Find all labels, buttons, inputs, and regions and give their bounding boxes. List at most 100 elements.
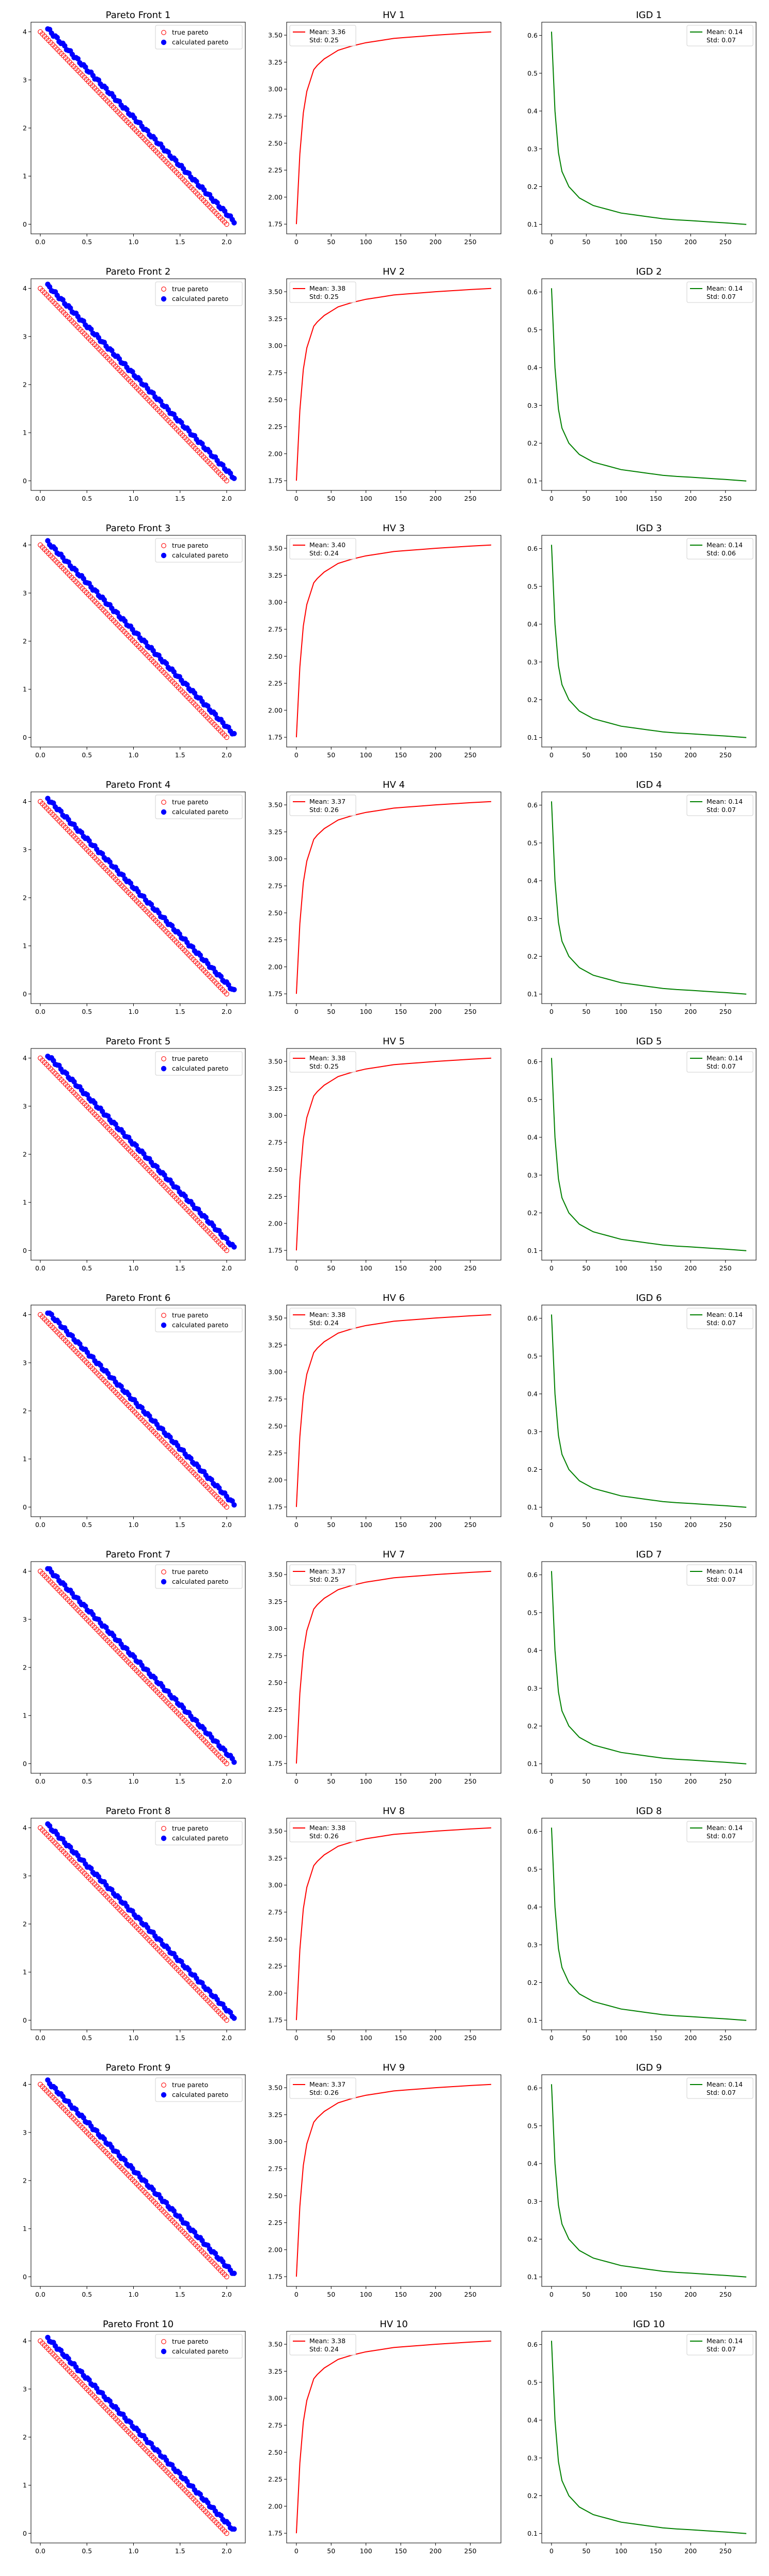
pareto-xtick-label: 1.5 — [175, 1521, 185, 1529]
hv-frame — [286, 1818, 501, 2030]
calculated-pareto-point — [162, 1172, 167, 1178]
igd-ytick-label: 0.2 — [527, 696, 538, 704]
igd-ytick-label: 0.4 — [527, 1390, 538, 1398]
igd-ytick-label: 0.5 — [527, 839, 538, 847]
calculated-pareto-point — [103, 85, 109, 91]
hv-mean-label: Mean: 3.38 — [309, 1311, 346, 1318]
igd-xtick-label: 0 — [550, 1264, 554, 1272]
pareto-ytick-label: 2 — [23, 1664, 27, 1672]
hv-xtick-label: 200 — [429, 1521, 442, 1529]
hv-ytick-label: 3.00 — [268, 855, 283, 863]
calculated-pareto-point — [205, 703, 211, 709]
pareto-ytick-label: 1 — [23, 2482, 27, 2489]
legend-box — [289, 794, 356, 816]
legend-calc-label: calculated pareto — [172, 38, 228, 46]
igd-xtick-label: 150 — [650, 1264, 662, 1272]
hv-xtick-label: 150 — [395, 2291, 407, 2298]
igd-ytick-label: 0.2 — [527, 2235, 538, 2243]
igd-xtick-label: 100 — [615, 2547, 627, 2555]
igd-std-label: Std: 0.07 — [707, 2089, 736, 2096]
true-pareto-point — [224, 1761, 229, 1767]
igd-chart: IGD 9 0 50 100 150 200 250 0.1 0.2 0.3 0.4 0.5 0.6 Me… — [527, 2062, 757, 2298]
igd-ytick-label: 0.5 — [527, 2122, 538, 2129]
calculated-pareto-point — [203, 1214, 209, 1220]
hv-ytick-label: 3.00 — [268, 85, 283, 93]
calculated-pareto-point — [158, 1937, 164, 1943]
calculated-pareto-point — [52, 2085, 58, 2091]
igd-ytick-label: 0.3 — [527, 1428, 538, 1436]
hv-ytick-label: 2.75 — [268, 2421, 283, 2429]
calculated-pareto-point — [107, 859, 113, 865]
hv-xtick-label: 150 — [395, 1777, 407, 1785]
pareto-legend: true pareto calculated pareto — [155, 2334, 243, 2359]
hv-ytick-label: 2.50 — [268, 653, 283, 660]
calculated-pareto-point — [116, 1895, 122, 1901]
igd-xtick-label: 150 — [650, 1521, 662, 1529]
legend-box — [289, 25, 356, 46]
hv-xtick-label: 200 — [429, 2291, 442, 2298]
igd-xtick-label: 50 — [582, 1008, 590, 1015]
hv-xtick-label: 200 — [429, 2034, 442, 2042]
calculated-pareto-point — [148, 901, 154, 908]
hv-xtick-label: 0 — [294, 751, 299, 759]
calculated-pareto-point — [128, 2420, 134, 2425]
calculated-pareto-point — [83, 64, 88, 70]
pareto-xtick-label: 0.0 — [35, 751, 45, 759]
igd-ytick-label: 0.1 — [527, 1760, 538, 1768]
hv-xtick-label: 0 — [294, 2291, 299, 2298]
pareto-xtick-label: 1.0 — [129, 495, 139, 502]
pareto-title: Pareto Front 4 — [106, 780, 171, 790]
igd-mean-label: Mean: 0.14 — [707, 1311, 743, 1318]
igd-ytick-label: 0.4 — [527, 364, 538, 372]
hv-frame — [286, 1305, 501, 1517]
igd-ytick-label: 0.2 — [527, 1722, 538, 1730]
hv-xtick-label: 100 — [360, 1521, 372, 1529]
calculated-pareto-point — [173, 157, 179, 163]
hv-xtick-label: 50 — [327, 238, 335, 246]
igd-ytick-label: 0.5 — [527, 1095, 538, 1103]
hv-xtick-label: 0 — [294, 495, 299, 502]
hv-xtick-label: 150 — [395, 2547, 407, 2555]
legend-calc-marker — [161, 809, 167, 815]
hv-ytick-label: 2.75 — [268, 1395, 283, 1403]
calculated-pareto-point — [188, 1455, 194, 1461]
calculated-pareto-point — [152, 136, 158, 142]
calculated-pareto-point — [197, 2491, 203, 2497]
hv-ytick-label: 3.50 — [268, 1571, 283, 1579]
calculated-pareto-point — [56, 1320, 62, 1326]
calculated-pareto-point — [209, 1476, 214, 1483]
calculated-pareto-point — [143, 2179, 149, 2184]
hv-std-label: Std: 0.25 — [309, 1576, 339, 1583]
legend-box — [289, 1051, 356, 1073]
legend-calc-label: calculated pareto — [172, 1578, 228, 1585]
legend-calc-marker — [161, 1322, 167, 1328]
calculated-pareto-point — [46, 1823, 53, 1829]
igd-ytick-label: 0.1 — [527, 2530, 538, 2537]
hv-ytick-label: 2.50 — [268, 2448, 283, 2456]
hv-ytick-label: 2.50 — [268, 139, 283, 147]
igd-mean-label: Mean: 0.14 — [707, 284, 743, 292]
hv-title: HV 3 — [383, 523, 405, 534]
calculated-pareto-point — [94, 2128, 100, 2134]
pareto-ytick-label: 4 — [23, 1054, 27, 1062]
hv-xtick-label: 0 — [294, 1521, 299, 1529]
calculated-pareto-point — [227, 2009, 233, 2015]
hv-ytick-label: 2.25 — [268, 1192, 283, 1200]
hv-ytick-label: 3.50 — [268, 288, 283, 296]
hv-ytick-label: 2.75 — [268, 369, 283, 376]
igd-xtick-label: 100 — [615, 1777, 627, 1785]
pareto-title: Pareto Front 5 — [106, 1036, 171, 1047]
hv-ytick-label: 2.00 — [268, 706, 283, 714]
igd-std-label: Std: 0.07 — [707, 2345, 736, 2353]
hv-series-line — [295, 288, 492, 481]
calculated-pareto-point — [163, 2200, 169, 2205]
pareto-chart: Pareto Front 7 0.0 0.5 1.0 1.5 2.0 0 1 2 3 4 true p… — [23, 1549, 246, 1785]
hv-xtick-label: 100 — [360, 238, 372, 246]
hv-ytick-label: 2.50 — [268, 1679, 283, 1687]
calculated-pareto-point — [69, 1333, 75, 1339]
